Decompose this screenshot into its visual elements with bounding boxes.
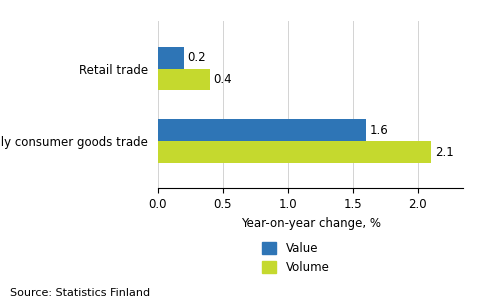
Bar [158,47,184,68]
Text: 2.1: 2.1 [435,146,454,159]
Bar [158,141,431,163]
Text: 1.6: 1.6 [370,124,388,137]
Text: 0.4: 0.4 [213,73,232,86]
Bar [158,68,210,90]
Text: Source: Statistics Finland: Source: Statistics Finland [10,288,150,298]
X-axis label: Year-on-year change, %: Year-on-year change, % [241,217,381,230]
Bar [158,119,366,141]
Text: 0.2: 0.2 [188,51,206,64]
Legend: Value, Volume: Value, Volume [262,242,329,274]
